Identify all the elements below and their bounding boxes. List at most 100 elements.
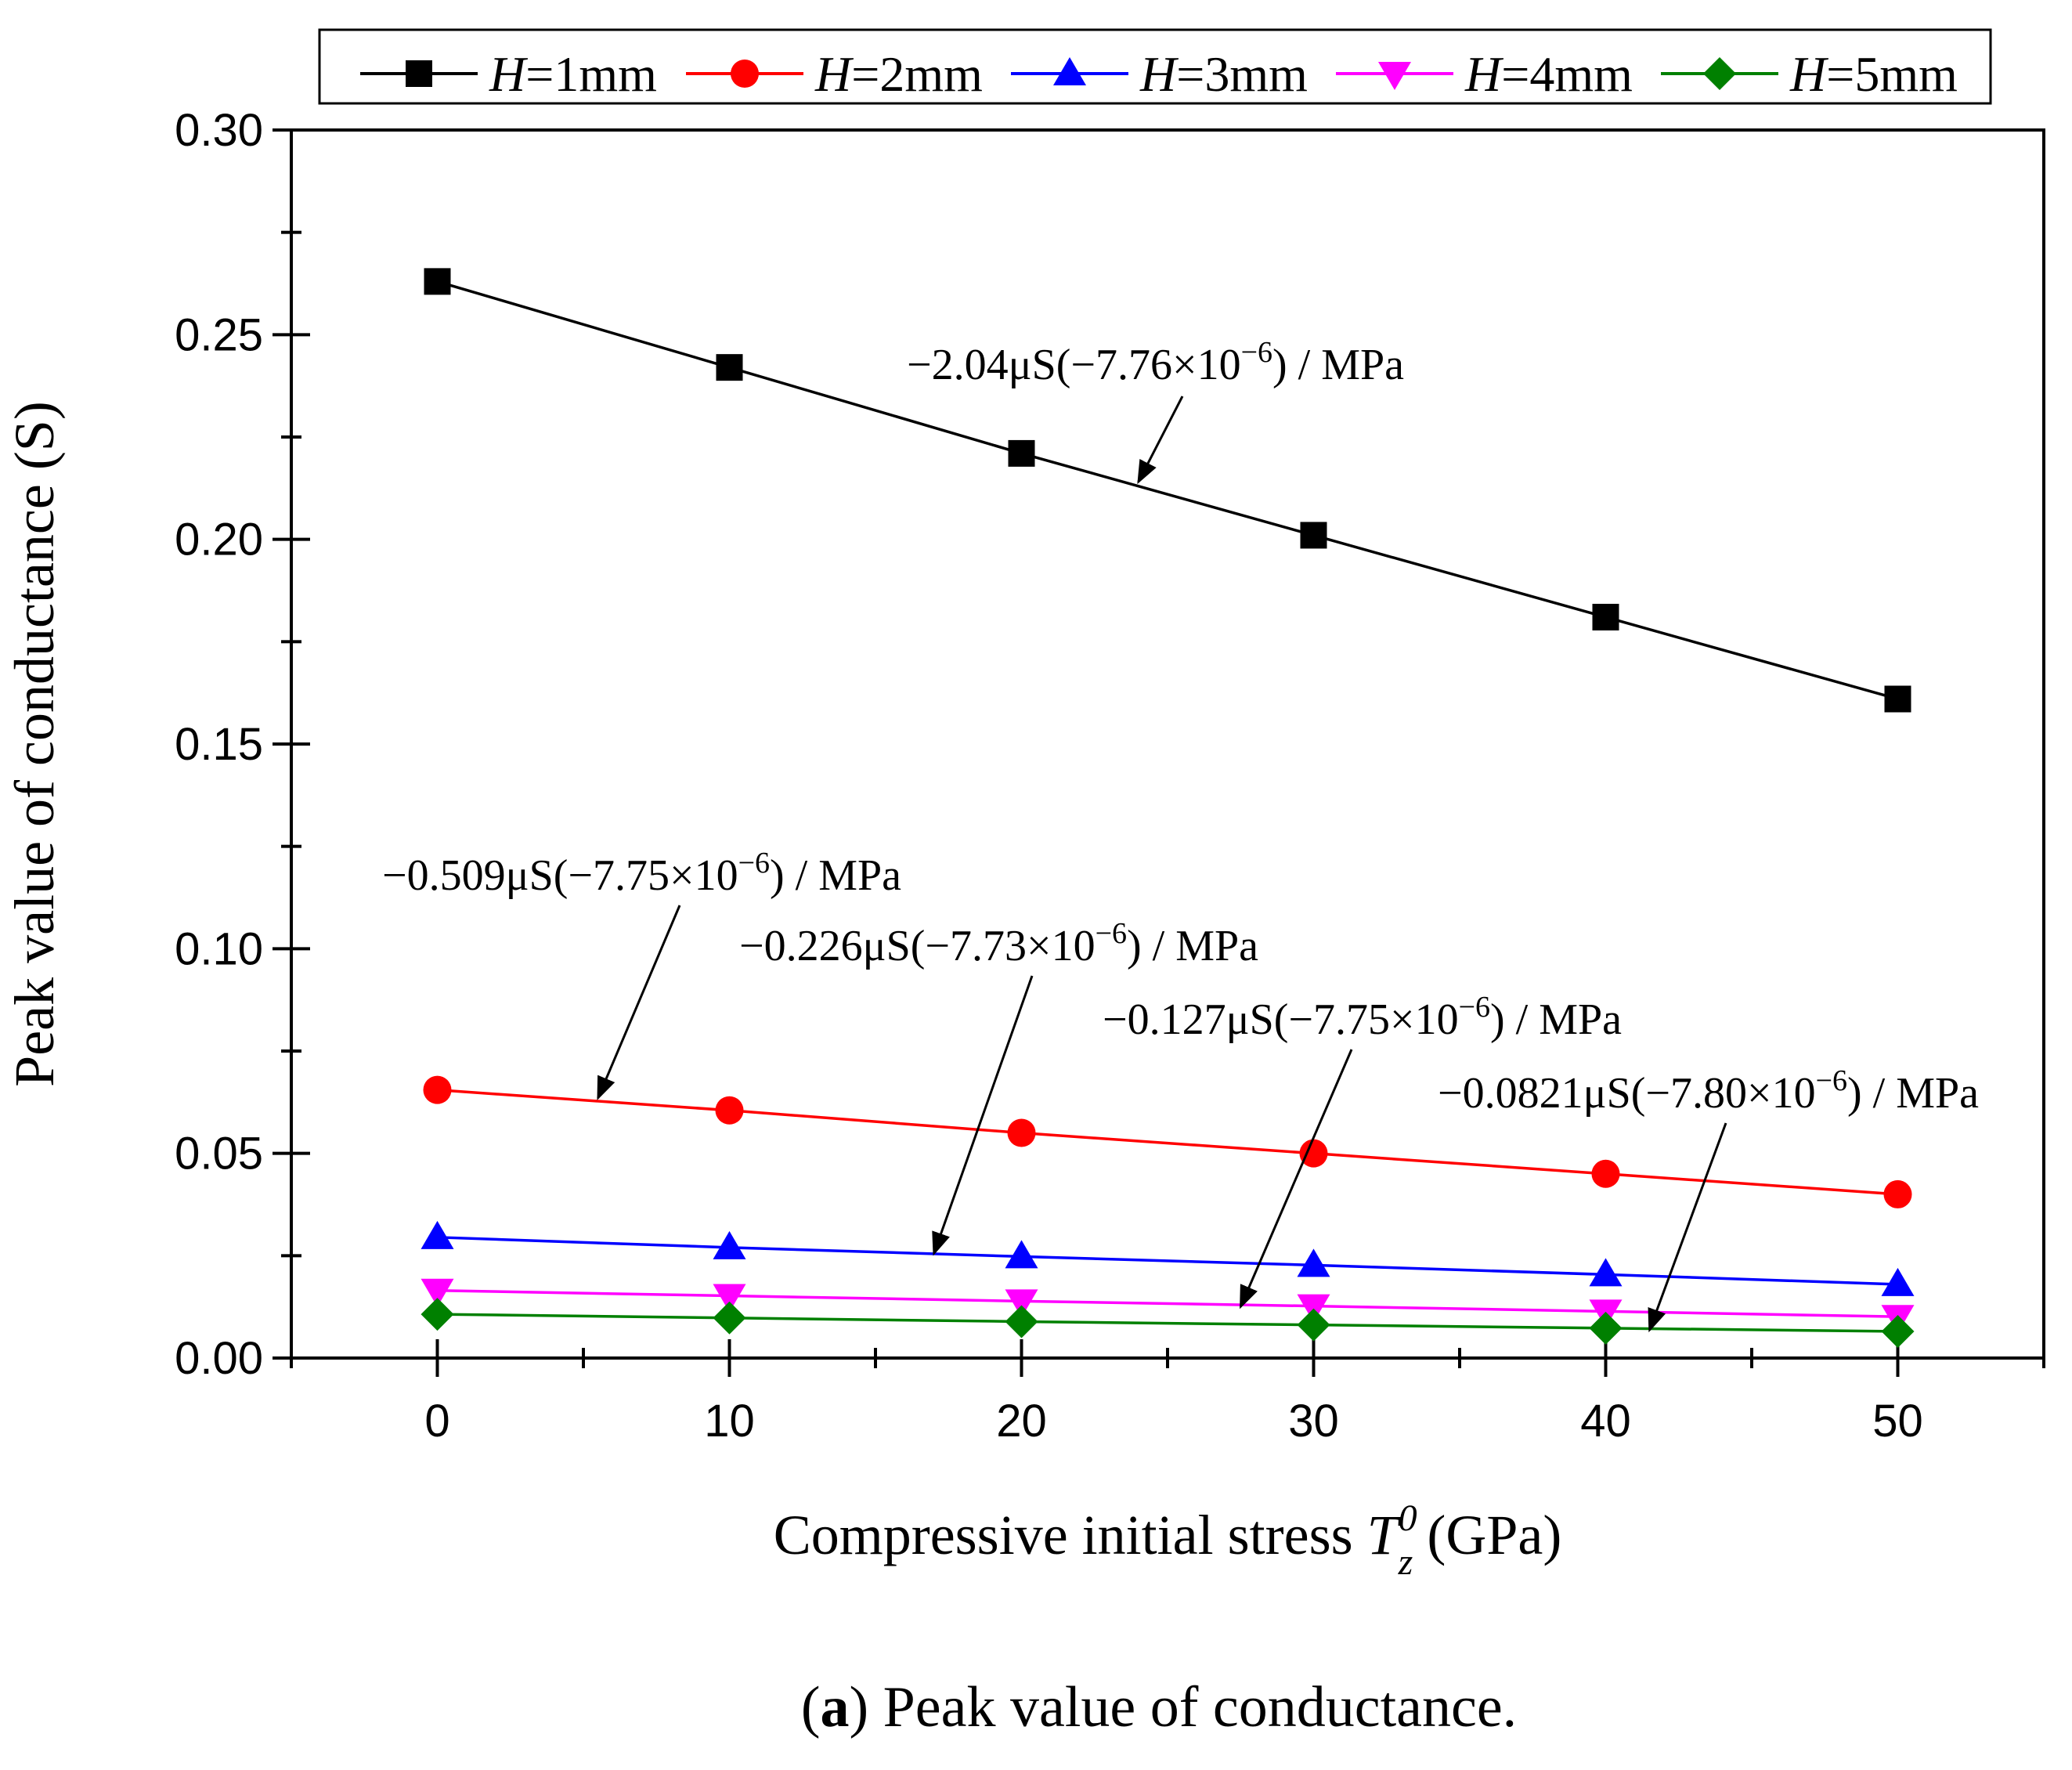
annotation-tail: ) / MPa <box>770 851 901 900</box>
legend-label: H=2mm <box>814 46 983 102</box>
y-tick-label: 0.10 <box>175 923 263 974</box>
caption-text: Peak value of conductance. <box>868 1675 1517 1739</box>
data-point <box>1299 1139 1328 1168</box>
annotation-4: −0.127μS(−7.75×10−6) / MPa <box>1103 991 1622 1309</box>
legend-label-value: =4mm <box>1501 46 1633 102</box>
legend-marker <box>406 60 432 87</box>
legend-label: H=4mm <box>1464 46 1633 102</box>
series-1 <box>424 268 1911 713</box>
x-tick-label: 50 <box>1872 1396 1923 1447</box>
annotation-tail: ) / MPa <box>1847 1069 1979 1118</box>
annotation-exponent: −6 <box>738 847 770 880</box>
annotation-arrow <box>597 905 681 1100</box>
data-point <box>1881 1267 1915 1296</box>
series-5 <box>421 1298 1915 1349</box>
annotation-base: −0.226μS(−7.73×10 <box>739 922 1096 970</box>
data-point <box>421 1298 454 1331</box>
data-point <box>1884 685 1911 713</box>
legend-label-value: =2mm <box>851 46 983 102</box>
data-point <box>1008 439 1035 467</box>
data-point <box>421 1220 454 1249</box>
x-axis-title-symbol: T <box>1367 1504 1402 1566</box>
legend-marker <box>731 60 759 88</box>
annotation-1: −2.04μS(−7.76×10−6) / MPa <box>907 336 1404 485</box>
legend-item: H=3mm <box>1011 46 1308 102</box>
figure-caption: (a) Peak value of conductance. <box>801 1675 1517 1739</box>
annotation-label: −0.226μS(−7.73×10−6) / MPa <box>739 917 1258 970</box>
legend-label: H=1mm <box>489 46 657 102</box>
data-point <box>1297 1248 1330 1277</box>
legend-label-value: =5mm <box>1826 46 1958 102</box>
data-point <box>1592 603 1619 630</box>
annotation-arrow <box>932 975 1034 1256</box>
x-axis: 0 10 20 30 40 50 <box>290 1339 2045 1447</box>
x-tick-label: 10 <box>704 1396 755 1447</box>
legend-label-var: H <box>1464 46 1504 102</box>
annotation-layer: −2.04μS(−7.76×10−6) / MPa−0.509μS(−7.75×… <box>382 336 1979 1333</box>
x-axis-title-prefix: Compressive initial stress <box>774 1504 1367 1566</box>
annotation-base: −0.127μS(−7.75×10 <box>1103 995 1459 1044</box>
data-point <box>1300 522 1327 549</box>
legend-label-value: =3mm <box>1176 46 1308 102</box>
x-axis-title-subscript: z <box>1398 1541 1413 1583</box>
annotation-arrow <box>1239 1049 1353 1309</box>
data-point <box>423 1075 452 1104</box>
annotation-base: −0.509μS(−7.75×10 <box>382 851 738 900</box>
annotation-exponent: −6 <box>1816 1064 1847 1097</box>
annotation-exponent: −6 <box>1096 917 1127 950</box>
x-axis-title: Compressive initial stress T0 z (GPa) <box>774 1497 1562 1583</box>
y-tick-label: 0.20 <box>175 515 263 565</box>
annotation-tail: ) / MPa <box>1127 922 1258 970</box>
data-point <box>421 1278 454 1307</box>
annotation-base: −2.04μS(−7.76×10 <box>907 341 1241 389</box>
y-tick-label: 0.05 <box>175 1129 263 1179</box>
x-tick-label: 40 <box>1580 1396 1631 1447</box>
annotation-label: −0.0821μS(−7.80×10−6) / MPa <box>1438 1064 1979 1118</box>
annotation-label: −0.127μS(−7.75×10−6) / MPa <box>1103 991 1622 1044</box>
x-tick-label: 30 <box>1288 1396 1339 1447</box>
legend-label: H=3mm <box>1139 46 1308 102</box>
annotation-tail: ) / MPa <box>1272 341 1404 389</box>
x-tick-label: 20 <box>996 1396 1047 1447</box>
data-point <box>1297 1308 1330 1342</box>
legend-item: H=2mm <box>686 46 983 102</box>
caption-label: a <box>820 1675 849 1739</box>
legend-label-var: H <box>814 46 854 102</box>
x-axis-title-suffix: (GPa) <box>1413 1504 1561 1566</box>
legend-marker <box>1053 57 1086 85</box>
annotation-exponent: −6 <box>1241 336 1272 369</box>
legend-label-value: =1mm <box>525 46 657 102</box>
annotation-label: −2.04μS(−7.76×10−6) / MPa <box>907 336 1404 389</box>
y-tick-label: 0.30 <box>175 105 263 156</box>
series-line <box>437 1313 1898 1333</box>
annotation-base: −0.0821μS(−7.80×10 <box>1438 1069 1816 1118</box>
annotation-3: −0.226μS(−7.73×10−6) / MPa <box>739 917 1258 1256</box>
legend-label: H=5mm <box>1789 46 1958 102</box>
y-tick-label: 0.15 <box>175 719 263 770</box>
annotation-2: −0.509μS(−7.75×10−6) / MPa <box>382 847 901 1100</box>
legend-item: H=1mm <box>360 46 657 102</box>
y-axis-title: Peak value of conductance (S) <box>3 401 66 1087</box>
data-point <box>1591 1159 1620 1188</box>
annotation-label: −0.509μS(−7.75×10−6) / MPa <box>382 847 901 900</box>
data-point <box>713 1230 746 1259</box>
data-point <box>716 354 743 381</box>
series-line <box>437 1236 1898 1286</box>
annotation-exponent: −6 <box>1459 991 1490 1024</box>
x-tick-label: 0 <box>424 1396 449 1447</box>
legend-item: H=4mm <box>1336 46 1633 102</box>
series-2 <box>423 1075 1912 1208</box>
y-axis: 0.00 0.05 0.10 0.15 0.20 0.25 0.30 <box>175 105 310 1384</box>
annotation-arrow <box>1137 396 1184 485</box>
series-line <box>437 1088 1898 1196</box>
series-line <box>437 280 1898 701</box>
annotation-tail: ) / MPa <box>1490 995 1622 1044</box>
data-point <box>1005 1240 1038 1269</box>
legend-marker <box>1378 62 1411 90</box>
data-point <box>715 1096 744 1125</box>
annotation-arrow <box>1648 1122 1727 1333</box>
data-point <box>1589 1311 1623 1345</box>
data-point <box>1881 1315 1915 1349</box>
data-point <box>1297 1294 1330 1323</box>
